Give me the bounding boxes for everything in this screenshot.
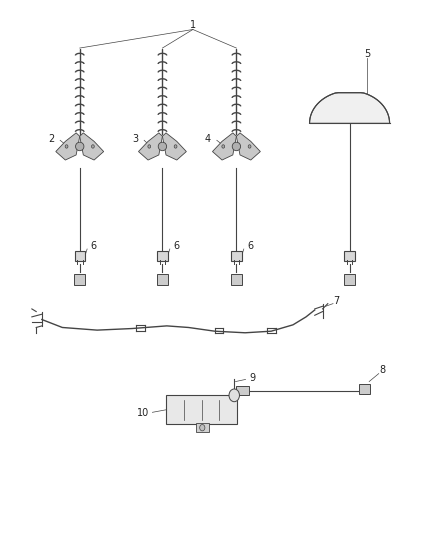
Circle shape	[148, 145, 151, 148]
FancyBboxPatch shape	[157, 274, 168, 285]
Ellipse shape	[158, 142, 166, 151]
Text: 8: 8	[379, 365, 385, 375]
Polygon shape	[310, 93, 390, 123]
Polygon shape	[80, 133, 104, 160]
Polygon shape	[162, 133, 186, 160]
Ellipse shape	[75, 142, 84, 151]
FancyBboxPatch shape	[74, 251, 85, 261]
FancyBboxPatch shape	[166, 395, 237, 424]
Text: 7: 7	[333, 296, 339, 306]
Ellipse shape	[232, 142, 240, 151]
Circle shape	[92, 145, 94, 148]
Polygon shape	[212, 133, 237, 160]
Polygon shape	[196, 423, 208, 432]
Text: 6: 6	[247, 241, 254, 252]
Text: 10: 10	[137, 408, 149, 418]
FancyBboxPatch shape	[359, 384, 371, 394]
Text: 3: 3	[132, 134, 138, 144]
Text: 9: 9	[250, 373, 256, 383]
FancyBboxPatch shape	[231, 251, 242, 261]
FancyBboxPatch shape	[231, 274, 242, 285]
FancyBboxPatch shape	[344, 251, 355, 261]
Text: 1: 1	[190, 20, 196, 30]
Polygon shape	[237, 386, 250, 395]
FancyBboxPatch shape	[157, 251, 168, 261]
Circle shape	[65, 145, 68, 148]
Circle shape	[222, 145, 225, 148]
Text: 6: 6	[91, 241, 97, 252]
Circle shape	[200, 424, 205, 431]
Circle shape	[248, 145, 251, 148]
Text: 2: 2	[48, 134, 55, 144]
Circle shape	[174, 145, 177, 148]
Text: 6: 6	[173, 241, 180, 252]
Text: 5: 5	[364, 50, 370, 59]
FancyBboxPatch shape	[344, 274, 355, 285]
Polygon shape	[237, 133, 260, 160]
FancyBboxPatch shape	[74, 274, 85, 285]
Circle shape	[229, 389, 240, 402]
Text: 4: 4	[205, 134, 211, 144]
Polygon shape	[56, 133, 80, 160]
Polygon shape	[138, 133, 162, 160]
